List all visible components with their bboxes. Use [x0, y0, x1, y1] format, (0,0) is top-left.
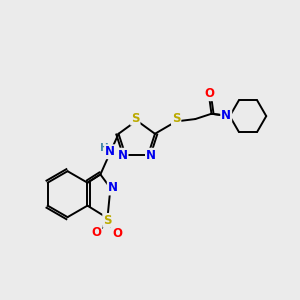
Text: N: N	[221, 109, 231, 122]
Text: O: O	[112, 227, 122, 240]
Text: N: N	[118, 149, 128, 162]
Text: S: S	[131, 112, 140, 125]
Text: N: N	[146, 149, 156, 162]
Text: H: H	[100, 143, 109, 153]
Text: N: N	[108, 182, 118, 194]
Text: N: N	[105, 145, 115, 158]
Text: O: O	[91, 226, 101, 239]
Text: O: O	[204, 87, 214, 100]
Text: S: S	[172, 112, 180, 125]
Text: S: S	[103, 214, 112, 227]
